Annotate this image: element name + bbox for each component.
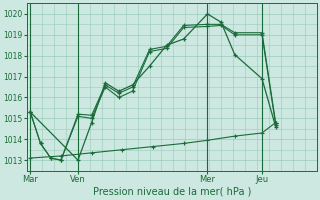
X-axis label: Pression niveau de la mer( hPa ): Pression niveau de la mer( hPa ) xyxy=(92,187,251,197)
